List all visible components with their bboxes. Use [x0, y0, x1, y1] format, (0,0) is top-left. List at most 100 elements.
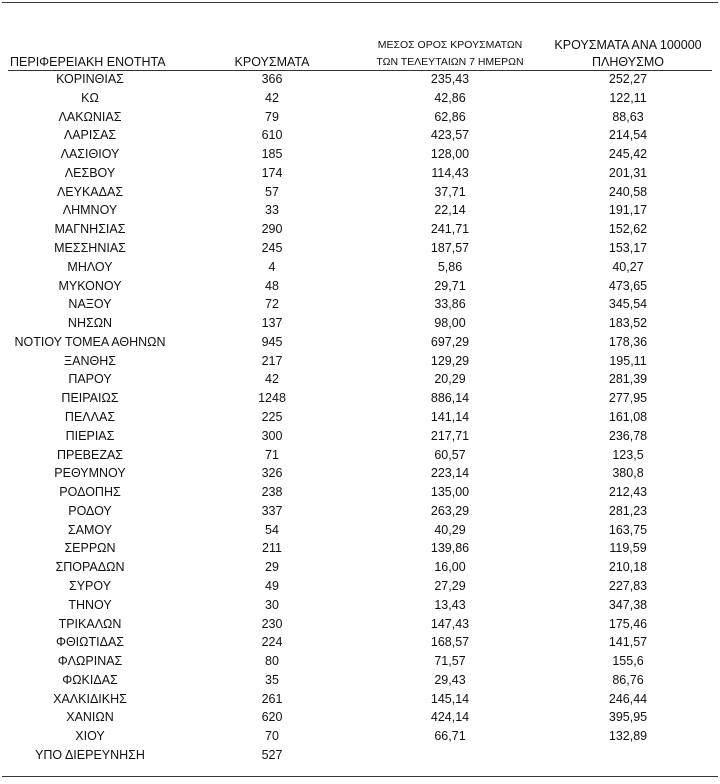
value-cell: 4: [268, 259, 276, 274]
value-cell: 71: [265, 447, 279, 462]
value-cell: 423,57: [430, 128, 470, 143]
value-cell: 30: [265, 597, 279, 612]
value-cell: 261: [261, 691, 283, 706]
value-cell: 48: [265, 278, 279, 293]
value-cell: 238: [261, 485, 283, 500]
value-cell: 345,54: [608, 297, 648, 312]
value-cell: 72: [265, 297, 279, 312]
value-cell: 610: [261, 128, 283, 143]
region-name: ΡΟΔΟΠΗΣ: [59, 485, 121, 500]
value-cell: 395,95: [608, 710, 648, 725]
value-cell: 54: [265, 522, 279, 537]
value-cell: 40,29: [434, 522, 466, 537]
value-cell: 187,57: [430, 241, 470, 255]
value-cell: 230: [261, 616, 283, 631]
value-cell: 122,11: [609, 90, 647, 105]
region-name: ΚΟΡΙΝΘΙΑΣ: [56, 72, 124, 86]
value-cell: 139,86: [430, 541, 470, 556]
value-cell: 123,5: [612, 447, 644, 462]
value-cell: 37,71: [434, 184, 466, 199]
value-cell: 212,43: [608, 485, 648, 500]
region-name: ΜΗΛΟΥ: [67, 259, 113, 274]
region-name: ΣΑΜΟΥ: [67, 522, 113, 537]
value-cell: 183,52: [608, 316, 648, 331]
value-cell: 241,71: [430, 222, 470, 237]
value-cell: 42: [265, 90, 279, 105]
value-cell: 80: [265, 654, 279, 669]
region-name: ΛΕΥΚΑΔΑΣ: [56, 184, 124, 199]
value-cell: 281,39: [608, 372, 648, 387]
value-cell: 42: [265, 372, 279, 387]
region-name: ΡΕΘΥΜΝΟΥ: [54, 466, 126, 481]
value-cell: 191,17: [608, 203, 648, 218]
value-cell: 424,14: [430, 710, 470, 725]
value-cell: 217: [261, 353, 283, 368]
region-name: ΚΩ: [81, 90, 99, 105]
region-name: ΛΑΡΙΣΑΣ: [63, 128, 117, 143]
region-name: ΛΗΜΝΟΥ: [62, 203, 118, 218]
region-name: ΜΕΣΣΗΝΙΑΣ: [54, 241, 126, 255]
value-cell: 473,65: [608, 278, 648, 293]
value-cell: 22,14: [434, 203, 466, 218]
region-name: ΧΑΝΙΩΝ: [66, 710, 114, 725]
header-rule: [8, 70, 712, 71]
value-cell: 155,6: [612, 654, 644, 669]
value-cell: 227,83: [608, 579, 648, 593]
value-cell: 35: [265, 672, 279, 687]
value-cell: 141,14: [430, 410, 470, 424]
value-cell: 5,86: [437, 259, 463, 274]
header-cell: ΠΕΡΙΦΕΡΕΙΑΚΗ ΕΝΟΤΗΤΑ: [10, 55, 166, 69]
value-cell: 153,17: [608, 241, 648, 255]
value-cell: 88,63: [612, 109, 644, 124]
region-name: ΛΕΣΒΟΥ: [64, 165, 116, 180]
value-cell: 263,29: [430, 503, 470, 518]
region-name: ΡΟΔΟΥ: [68, 503, 112, 518]
region-name: ΜΥΚΟΝΟΥ: [58, 278, 122, 293]
value-cell: 79: [265, 109, 279, 124]
value-cell: 135,00: [430, 485, 470, 500]
value-cell: 71,57: [434, 654, 466, 669]
region-name: ΦΛΩΡΙΝΑΣ: [57, 654, 123, 669]
region-name: ΣΠΟΡΑΔΩΝ: [55, 560, 125, 575]
value-cell: 86,76: [612, 672, 644, 687]
value-cell: 178,36: [608, 334, 648, 349]
value-cell: 152,62: [608, 222, 648, 237]
region-name: ΝΑΞΟΥ: [68, 297, 112, 312]
bottom-rule: [2, 776, 718, 777]
value-cell: 175,46: [608, 616, 648, 631]
region-name: ΞΑΝΘΗΣ: [64, 353, 116, 368]
value-cell: 57: [265, 184, 279, 199]
value-cell: 380,8: [612, 466, 644, 481]
value-cell: 168,57: [430, 635, 470, 650]
value-cell: 66,71: [434, 729, 466, 744]
value-cell: 145,14: [430, 691, 470, 706]
value-cell: 16,00: [434, 560, 466, 575]
value-cell: 886,14: [430, 391, 470, 406]
value-cell: 42,86: [434, 90, 466, 105]
value-cell: 211: [262, 541, 282, 556]
top-rule: [2, 2, 718, 3]
value-cell: 29,71: [434, 278, 466, 293]
value-cell: 210,18: [608, 560, 648, 575]
value-cell: 246,44: [608, 691, 648, 706]
header-cell: ΠΛΗΘΥΣΜΟ: [592, 55, 664, 69]
region-name: ΛΑΣΙΘΙΟΥ: [60, 147, 120, 162]
region-name: ΤΗΝΟΥ: [68, 597, 112, 612]
value-cell: 277,95: [608, 391, 648, 406]
value-cell: 40,27: [612, 259, 644, 274]
value-cell: 281,23: [608, 503, 648, 518]
region-name: ΣΕΡΡΩΝ: [64, 541, 116, 556]
header-cell: ΜΕΣΟΣ ΟΡΟΣ ΚΡΟΥΣΜΑΤΩΝ: [377, 39, 523, 51]
value-cell: 70: [265, 729, 279, 744]
value-cell: 223,14: [430, 466, 470, 481]
value-cell: 326: [261, 466, 283, 481]
region-name: ΧΙΟΥ: [75, 729, 105, 744]
region-name: ΠΕΛΛΑΣ: [64, 410, 116, 424]
value-cell: 119,59: [609, 541, 647, 556]
value-cell: 252,27: [608, 72, 648, 86]
value-cell: 185: [261, 147, 283, 162]
value-cell: 620: [261, 710, 283, 725]
value-cell: 114,43: [431, 165, 469, 180]
value-cell: 201,31: [608, 165, 648, 180]
value-cell: 174: [261, 165, 283, 180]
